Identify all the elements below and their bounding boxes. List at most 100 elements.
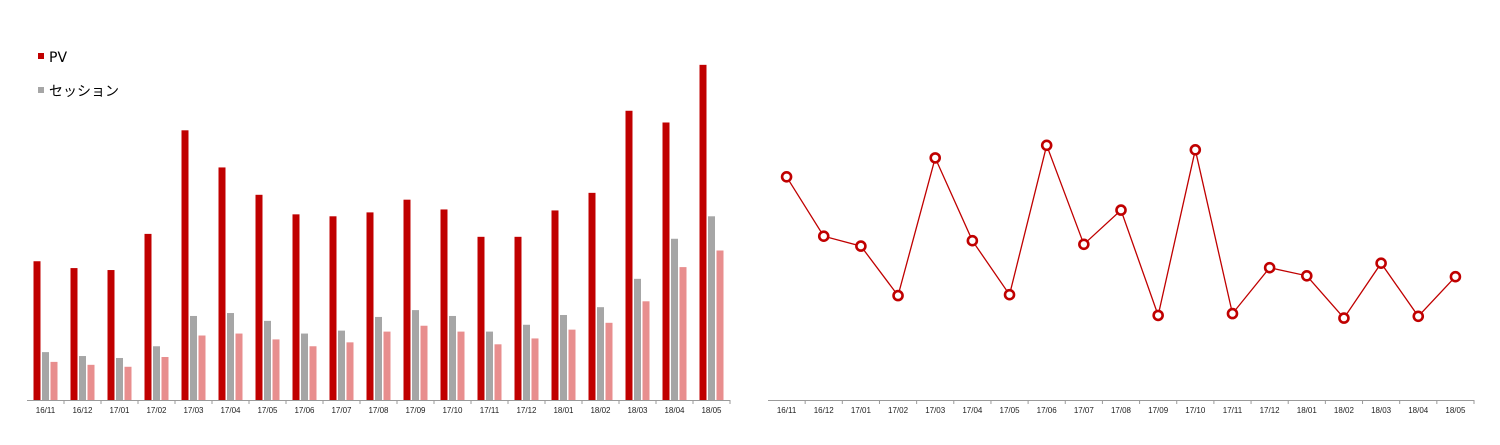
x-tick-label: 17/11: [1223, 406, 1243, 415]
bar: [70, 268, 78, 400]
data-point: [966, 234, 979, 247]
bar: [235, 333, 243, 400]
x-tick-label: 17/09: [405, 406, 426, 415]
bar: [50, 361, 58, 400]
data-point: [817, 230, 830, 242]
bar: [33, 261, 41, 400]
data-point: [1226, 307, 1239, 320]
bar: [198, 335, 206, 400]
bar: [383, 331, 391, 400]
legend-swatch: [38, 53, 44, 59]
x-tick-label: 18/02: [1334, 406, 1355, 415]
x-tick-label: 17/05: [1000, 406, 1021, 415]
bar: [699, 64, 707, 400]
bar: [597, 307, 604, 400]
bar: [477, 236, 485, 400]
data-point: [929, 152, 942, 164]
bar: [366, 212, 374, 400]
x-tick-label: 18/01: [1297, 406, 1318, 415]
x-tick-label: 18/03: [1371, 406, 1392, 415]
series-line: [786, 143, 1456, 320]
data-point: [1078, 238, 1090, 251]
bar: [153, 346, 160, 400]
x-tick-label: 18/05: [1445, 406, 1466, 415]
x-tick-label: 17/09: [1148, 406, 1169, 415]
bar: [457, 331, 465, 400]
x-tick-label: 17/05: [257, 406, 278, 415]
x-tick-label: 17/12: [1260, 406, 1281, 415]
x-tick-label: 16/12: [72, 406, 93, 415]
bar: [255, 194, 263, 400]
bar: [605, 322, 613, 400]
data-point: [1300, 269, 1313, 282]
bar: [679, 267, 687, 400]
data-point: [1412, 310, 1425, 323]
x-tick-label: 17/07: [1074, 406, 1095, 415]
bar: [494, 344, 502, 400]
bar: [531, 338, 539, 400]
data-point: [1115, 204, 1127, 216]
bar: [116, 357, 123, 400]
x-tick-label: 18/04: [1408, 406, 1429, 415]
legend-label: セッション: [49, 84, 119, 100]
bar: [272, 339, 280, 400]
bar: [662, 122, 670, 401]
bar: [79, 356, 86, 400]
bar: [514, 236, 522, 400]
line-chart: 16/11 16/12 17/01 17/02 17/03 17/04 17/05 17/06…: [768, 139, 1475, 415]
bar: [190, 315, 197, 400]
x-tick-label: 18/04: [664, 406, 685, 415]
bar: [568, 329, 576, 400]
bar: [124, 366, 132, 400]
bar: [329, 216, 337, 400]
bar: [375, 316, 382, 400]
bar: [144, 233, 152, 400]
bar: [420, 325, 428, 400]
x-tick-label: 16/12: [814, 406, 835, 415]
bar: [227, 313, 234, 400]
bar: [523, 324, 530, 400]
bar: [346, 342, 354, 400]
x-tick-label: 16/11: [777, 406, 797, 415]
x-tick-label: 17/11: [480, 406, 500, 415]
bar: [42, 352, 49, 400]
bar: [412, 310, 419, 400]
x-tick-label: 17/07: [331, 406, 352, 415]
bar: [292, 214, 300, 400]
x-tick-label: 17/03: [183, 406, 204, 415]
bar: [560, 314, 567, 400]
bar: [107, 270, 115, 400]
data-point: [1152, 309, 1164, 322]
x-tick-label: 17/04: [220, 406, 241, 415]
bar: [588, 192, 596, 400]
x-tick-label: 16/11: [36, 406, 56, 415]
bar: [181, 130, 189, 400]
bar-chart: 16/11 16/12 17/01 17/02 17/03 17/04 17/05 17/06…: [27, 50, 731, 415]
data-point: [780, 171, 793, 183]
x-tick-label: 18/01: [553, 406, 574, 415]
x-tick-label: 18/03: [627, 406, 648, 415]
x-tick-label: 17/01: [851, 406, 872, 415]
x-tick-label: 17/03: [925, 406, 946, 415]
bar: [551, 210, 559, 400]
x-tick-label: 17/10: [1185, 406, 1206, 415]
bar: [264, 320, 271, 400]
bar: [449, 315, 456, 400]
data-point: [1189, 144, 1202, 156]
bar: [708, 216, 715, 400]
x-tick-label: 17/12: [516, 406, 537, 415]
data-point: [892, 289, 904, 302]
bar: [625, 110, 633, 400]
x-tick-label: 17/04: [962, 406, 983, 415]
data-point: [1040, 139, 1053, 152]
x-tick-label: 17/10: [442, 406, 463, 415]
bar: [301, 333, 308, 400]
x-tick-label: 17/06: [294, 406, 315, 415]
bar: [486, 331, 493, 400]
data-point: [1375, 257, 1387, 270]
data-point: [1449, 270, 1462, 283]
bar: [716, 250, 724, 400]
legend-swatch: [38, 87, 44, 93]
x-tick-label: 17/06: [1037, 406, 1058, 415]
